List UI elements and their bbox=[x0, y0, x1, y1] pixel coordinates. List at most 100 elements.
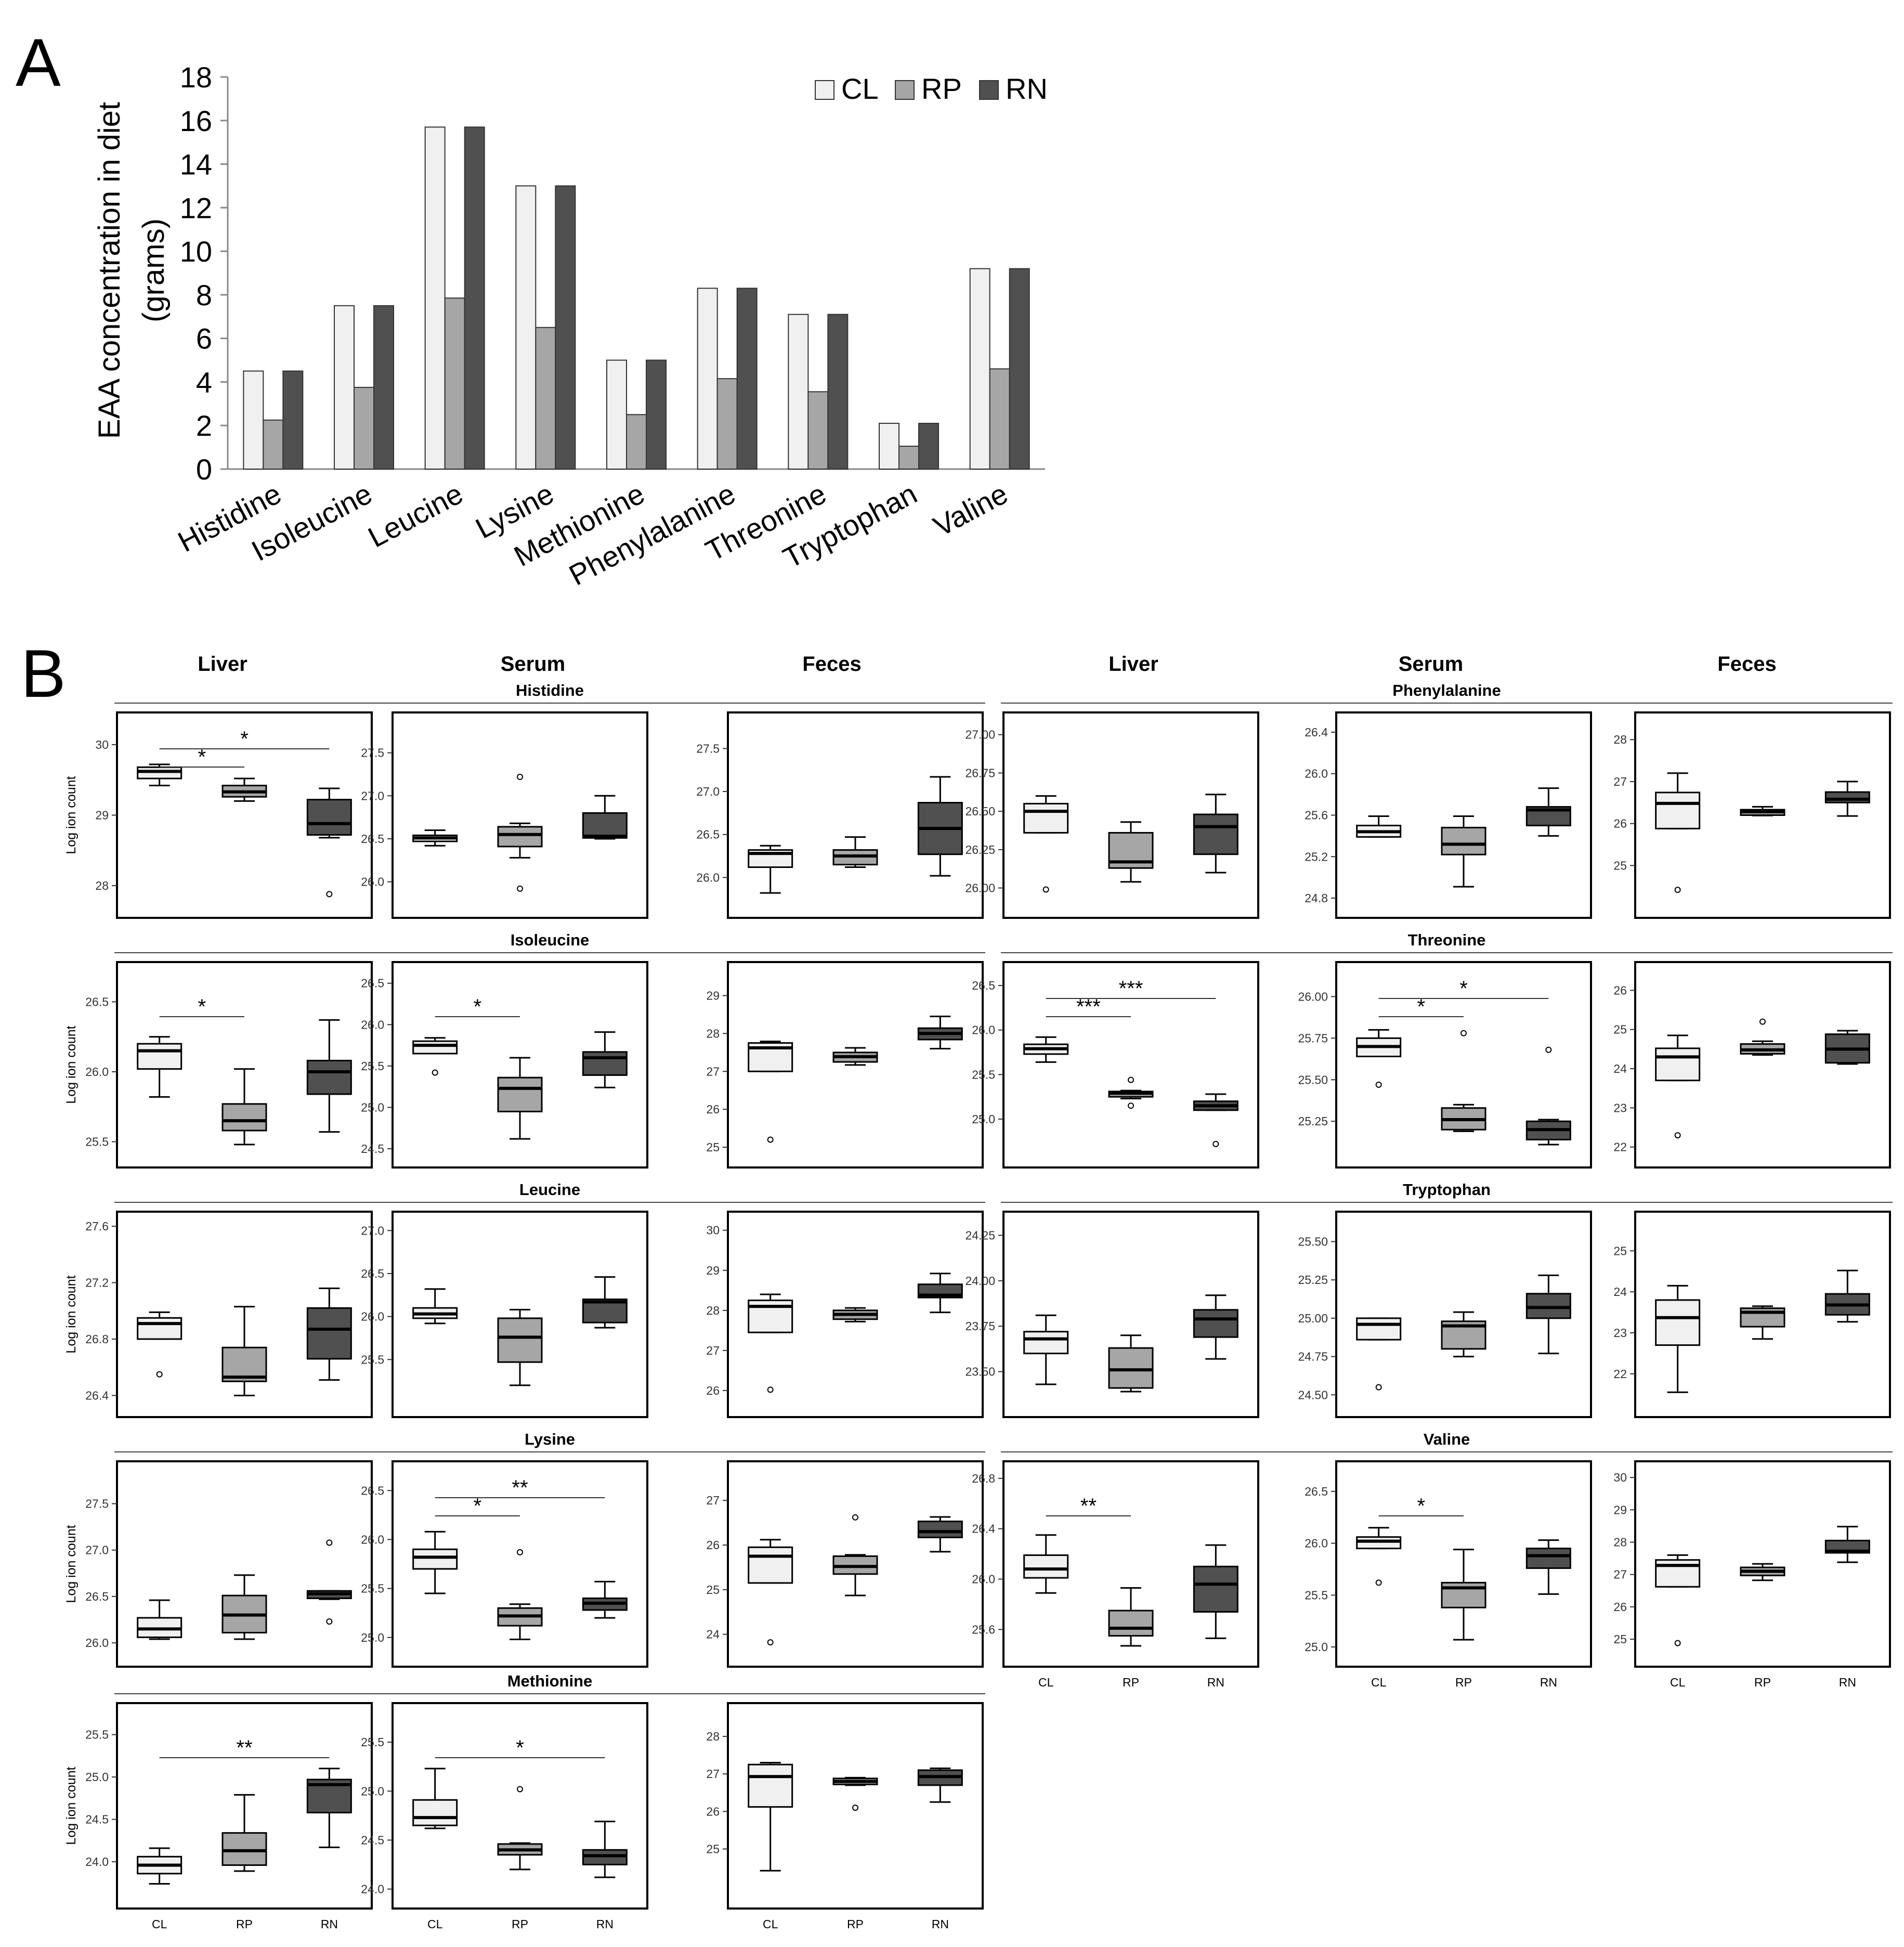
bar-chart-ylabel-line1: EAA concentration in diet bbox=[93, 102, 126, 439]
outlier-RN bbox=[326, 891, 333, 898]
bar-chart-y-tick-label: 14 bbox=[180, 148, 212, 181]
bar-chart-ylabel-line2: (grams) bbox=[137, 218, 171, 322]
y-tick-label: 26.5 bbox=[85, 995, 109, 1008]
y-tick-label: 25.5 bbox=[361, 1353, 384, 1366]
y-tick-label: 25.6 bbox=[1305, 809, 1328, 822]
y-tick-label: 26 bbox=[706, 1805, 720, 1818]
panel-phenylalanine: Phenylalanine 26.00 26.25 26.50 26.75 27.00 24… bbox=[965, 681, 1893, 919]
box-plot-panel-b: Liver Serum Feces Liver Serum Feces Histidine 2… bbox=[64, 653, 1893, 1931]
box-RP bbox=[1441, 826, 1486, 855]
x-tick-label-CL: CL bbox=[152, 1917, 167, 1931]
box-CL bbox=[412, 1548, 458, 1570]
y-tick-label: 26.5 bbox=[361, 832, 384, 846]
y-tick-label: 27.5 bbox=[85, 1497, 109, 1511]
y-tick-label: 25.00 bbox=[1298, 1312, 1328, 1325]
bar-RN-tryptophan bbox=[918, 423, 939, 470]
y-tick-label: 26.5 bbox=[1305, 1485, 1328, 1498]
column-header-liver: Liver bbox=[198, 653, 247, 676]
significance-label: * bbox=[474, 1495, 482, 1517]
y-tick-label: 22 bbox=[1613, 1140, 1627, 1154]
y-tick-label: 25.0 bbox=[361, 1631, 384, 1644]
box-CL bbox=[1356, 1317, 1402, 1341]
y-tick-label: 25.0 bbox=[85, 1770, 109, 1784]
y-axis-label: Log ion count bbox=[64, 1026, 79, 1104]
outlier-CL bbox=[1674, 887, 1681, 893]
boxplot-histidine-serum: 26.0 26.5 27.0 27.5 bbox=[361, 711, 648, 919]
bar-CL-isoleucine bbox=[334, 305, 355, 470]
boxplot-threonine-serum: 25.25 25.50 25.75 26.00 * * bbox=[1298, 961, 1592, 1169]
box-RN bbox=[306, 799, 352, 836]
y-tick-label: 25 bbox=[1613, 859, 1627, 872]
significance-label: * bbox=[474, 995, 482, 1018]
box-CL bbox=[412, 1799, 458, 1826]
y-tick-label: 27.6 bbox=[85, 1219, 109, 1233]
significance-label: * bbox=[198, 995, 206, 1018]
box-RN bbox=[1193, 1309, 1238, 1338]
y-tick-label: 25.5 bbox=[85, 1728, 109, 1742]
bar-CL-methionine bbox=[606, 359, 627, 470]
y-tick-label: 30 bbox=[95, 738, 109, 751]
plot-frame bbox=[392, 1702, 648, 1910]
bar-chart-y-tick-label: 0 bbox=[196, 453, 212, 486]
y-tick-label: 26.4 bbox=[972, 1522, 995, 1536]
y-tick-label: 25.75 bbox=[1298, 1031, 1328, 1045]
y-tick-label: 24.0 bbox=[85, 1855, 109, 1868]
plot-frame bbox=[727, 961, 984, 1169]
legend-label-CL: CL bbox=[841, 72, 879, 105]
x-tick-label-RN: RN bbox=[932, 1917, 949, 1931]
legend-swatch-CL bbox=[815, 80, 834, 100]
y-tick-label: 27.0 bbox=[696, 785, 720, 798]
outlier-RN bbox=[1212, 1140, 1219, 1147]
outlier-CL bbox=[156, 1371, 163, 1378]
y-tick-label: 28 bbox=[706, 1027, 720, 1040]
significance-label: *** bbox=[1119, 977, 1143, 1000]
boxplot-methionine-serum: 24.0 24.5 25.0 25.5 * CL RP RN bbox=[361, 1702, 648, 1931]
y-tick-label: 22 bbox=[1613, 1367, 1627, 1381]
plot-frame bbox=[1335, 1211, 1592, 1418]
significance-label: * bbox=[198, 746, 206, 769]
y-tick-label: 23 bbox=[1613, 1326, 1627, 1340]
y-tick-label: 25.50 bbox=[1298, 1073, 1328, 1086]
plot-frame bbox=[1634, 711, 1891, 919]
bar-RN-leucine bbox=[464, 126, 485, 470]
panel-title: Lysine bbox=[525, 1430, 575, 1448]
boxplot-phenylalanine-serum: 24.8 25.2 25.6 26.0 26.4 bbox=[1305, 711, 1592, 919]
y-tick-label: 27 bbox=[1613, 775, 1627, 788]
x-tick-label-RN: RN bbox=[321, 1917, 338, 1931]
y-tick-label: 25.0 bbox=[361, 1100, 384, 1114]
panel-histidine: Histidine 28 29 30 Log ion count * * 26.0 26.5 27… bbox=[64, 681, 985, 919]
y-tick-label: 29 bbox=[95, 809, 109, 822]
outlier-RN bbox=[326, 1618, 333, 1625]
outlier-RN bbox=[326, 1539, 333, 1546]
box-RP bbox=[221, 1103, 267, 1132]
boxplot-tryptophan-serum: 24.50 24.75 25.00 25.25 25.50 bbox=[1298, 1211, 1592, 1418]
y-tick-label: 27.5 bbox=[696, 742, 720, 755]
plot-frame bbox=[1002, 1460, 1259, 1668]
boxplot-methionine-feces: 25 26 27 28 CL RP RN bbox=[706, 1702, 984, 1931]
y-tick-label: 28 bbox=[95, 879, 109, 892]
y-tick-label: 27 bbox=[706, 1344, 720, 1357]
bar-chart-y-tick-label: 10 bbox=[180, 235, 212, 268]
box-RP bbox=[221, 1832, 267, 1866]
box-CL bbox=[748, 1546, 793, 1584]
y-tick-label: 26.8 bbox=[972, 1472, 995, 1485]
legend-label-RN: RN bbox=[1006, 72, 1048, 105]
column-header-serum: Serum bbox=[1399, 653, 1464, 676]
y-tick-label: 27 bbox=[706, 1065, 720, 1078]
plot-frame bbox=[727, 1460, 984, 1668]
bar-CL-phenylalanine bbox=[697, 288, 718, 470]
boxplot-methionine-liver: 24.0 24.5 25.0 25.5 Log ion count ** CL RP RN bbox=[64, 1702, 373, 1931]
y-tick-label: 26.5 bbox=[696, 828, 720, 841]
x-tick-label-RN: RN bbox=[1540, 1676, 1557, 1689]
y-tick-label: 26.0 bbox=[696, 871, 720, 884]
y-tick-label: 27 bbox=[706, 1494, 720, 1507]
y-tick-label: 24 bbox=[1613, 1285, 1627, 1299]
y-tick-label: 26 bbox=[706, 1102, 720, 1116]
bar-RP-methionine bbox=[626, 414, 647, 470]
y-tick-label: 25.5 bbox=[85, 1135, 109, 1148]
column-header-feces: Feces bbox=[802, 653, 861, 676]
outlier-CL bbox=[432, 1069, 438, 1076]
y-tick-label: 26 bbox=[1613, 1600, 1627, 1614]
y-tick-label: 26.00 bbox=[965, 881, 995, 895]
significance-label: ** bbox=[512, 1476, 528, 1499]
